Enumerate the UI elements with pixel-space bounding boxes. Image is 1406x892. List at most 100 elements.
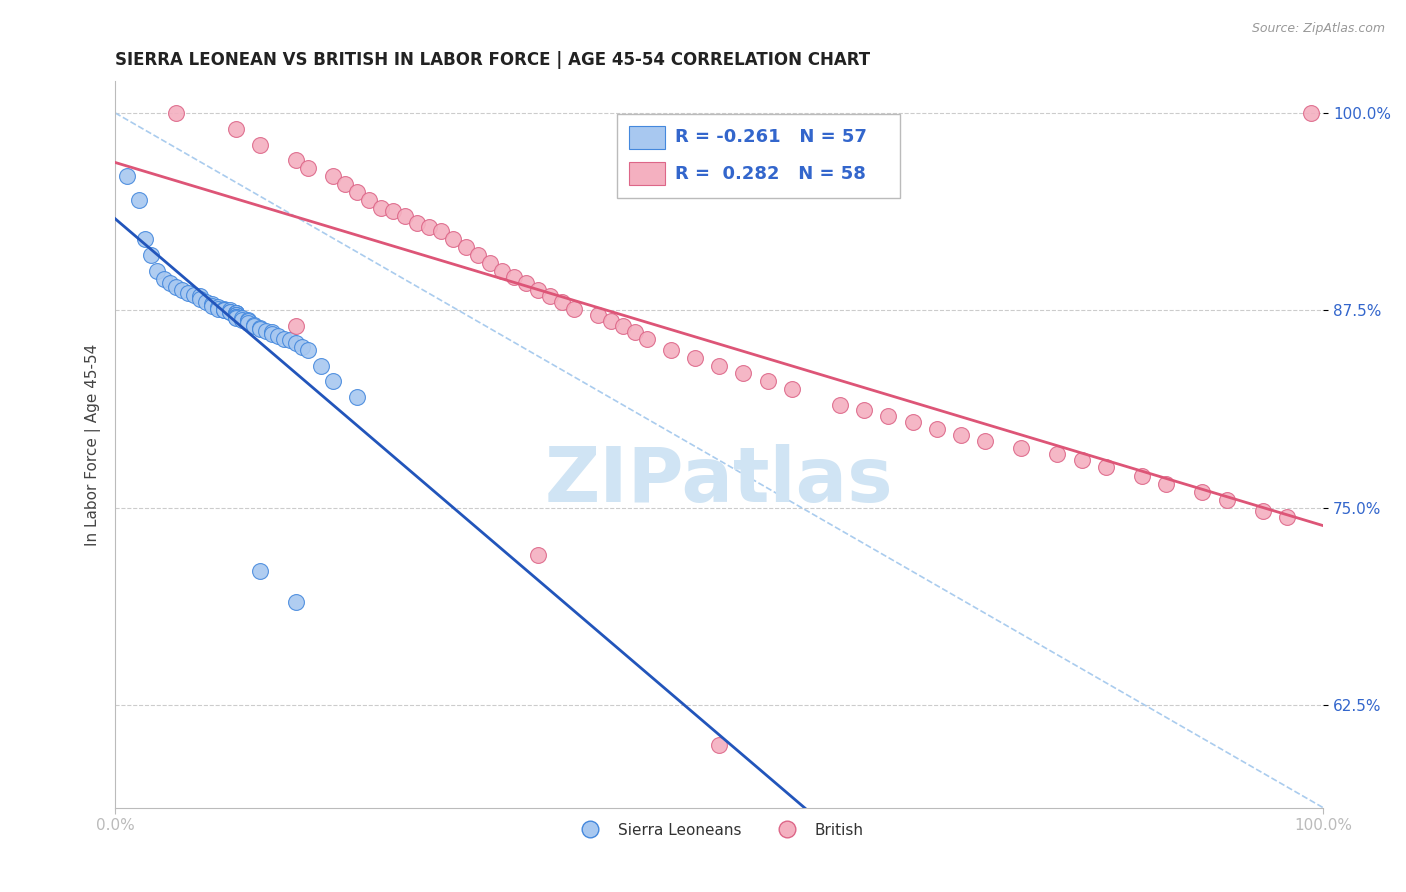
Point xyxy=(1130,469,1153,483)
Point xyxy=(285,319,308,334)
Point xyxy=(285,595,308,609)
Point xyxy=(430,224,453,238)
Point xyxy=(659,343,682,357)
Point xyxy=(538,289,561,303)
Point xyxy=(236,314,259,328)
Point xyxy=(249,137,271,152)
Point xyxy=(454,240,477,254)
Point xyxy=(346,390,368,404)
Point xyxy=(733,367,755,381)
Bar xyxy=(617,114,900,197)
Point xyxy=(1095,459,1118,474)
Point xyxy=(467,248,489,262)
Point xyxy=(207,301,229,316)
Text: SIERRA LEONEAN VS BRITISH IN LABOR FORCE | AGE 45-54 CORRELATION CHART: SIERRA LEONEAN VS BRITISH IN LABOR FORCE… xyxy=(115,51,870,69)
Point xyxy=(709,738,731,752)
Point xyxy=(357,193,380,207)
Point xyxy=(146,264,169,278)
Point xyxy=(225,121,247,136)
Text: R = -0.261   N = 57: R = -0.261 N = 57 xyxy=(675,128,866,146)
Point xyxy=(562,301,585,316)
Point xyxy=(297,343,319,357)
Text: R =  0.282   N = 58: R = 0.282 N = 58 xyxy=(675,165,866,183)
Bar xyxy=(628,126,665,149)
Point xyxy=(176,285,198,300)
Point xyxy=(249,564,271,578)
Point xyxy=(322,375,344,389)
Point xyxy=(236,316,259,330)
Point xyxy=(515,277,537,291)
Point xyxy=(491,264,513,278)
Point xyxy=(225,306,247,320)
Point xyxy=(212,301,235,316)
Point xyxy=(262,326,284,340)
Point xyxy=(273,332,295,346)
Point xyxy=(949,428,972,442)
Point xyxy=(588,308,610,322)
Point xyxy=(141,248,163,262)
Point xyxy=(280,334,302,348)
Point xyxy=(1046,447,1069,461)
Point xyxy=(443,232,465,246)
Point xyxy=(170,283,193,297)
Point xyxy=(322,169,344,183)
Point xyxy=(225,308,247,322)
Bar xyxy=(628,162,665,186)
Point xyxy=(394,209,416,223)
Point xyxy=(225,308,247,322)
Point xyxy=(249,322,271,336)
Point xyxy=(478,256,501,270)
Point xyxy=(231,313,253,327)
Point xyxy=(683,351,706,365)
Point xyxy=(285,336,308,351)
Point xyxy=(1275,510,1298,524)
Point xyxy=(219,305,242,319)
Point xyxy=(1154,477,1177,491)
Point xyxy=(225,311,247,326)
Point xyxy=(128,193,150,207)
Point xyxy=(219,303,242,318)
Point xyxy=(297,161,319,176)
Point xyxy=(262,326,284,341)
Point xyxy=(225,308,247,322)
Point xyxy=(267,328,290,343)
Point xyxy=(756,375,779,389)
Y-axis label: In Labor Force | Age 45-54: In Labor Force | Age 45-54 xyxy=(86,343,101,546)
Point xyxy=(201,299,224,313)
Point xyxy=(225,306,247,320)
Legend: Sierra Leoneans, British: Sierra Leoneans, British xyxy=(569,816,870,844)
Point xyxy=(780,382,803,396)
Point xyxy=(201,297,224,311)
Point xyxy=(527,283,550,297)
Point xyxy=(599,314,621,328)
Point xyxy=(225,310,247,324)
Point xyxy=(243,318,266,332)
Point xyxy=(165,106,187,120)
Point xyxy=(901,416,924,430)
Point xyxy=(1191,484,1213,499)
Text: Source: ZipAtlas.com: Source: ZipAtlas.com xyxy=(1251,22,1385,36)
Point xyxy=(291,340,314,354)
Point xyxy=(183,287,205,301)
Point xyxy=(188,289,211,303)
Point xyxy=(243,319,266,334)
Point xyxy=(1215,492,1237,507)
Point xyxy=(406,217,429,231)
Point xyxy=(709,359,731,373)
Point xyxy=(925,422,948,436)
Point xyxy=(636,332,658,346)
Point xyxy=(225,306,247,320)
Point xyxy=(236,313,259,327)
Point xyxy=(309,359,332,373)
Point xyxy=(254,324,277,338)
Point xyxy=(152,271,174,285)
Point xyxy=(974,434,997,449)
Point xyxy=(225,310,247,324)
Point xyxy=(623,326,645,340)
Point xyxy=(219,305,242,319)
Point xyxy=(1070,453,1092,467)
Point xyxy=(612,319,634,334)
Point xyxy=(212,303,235,318)
Point xyxy=(134,232,156,246)
Point xyxy=(249,320,271,334)
